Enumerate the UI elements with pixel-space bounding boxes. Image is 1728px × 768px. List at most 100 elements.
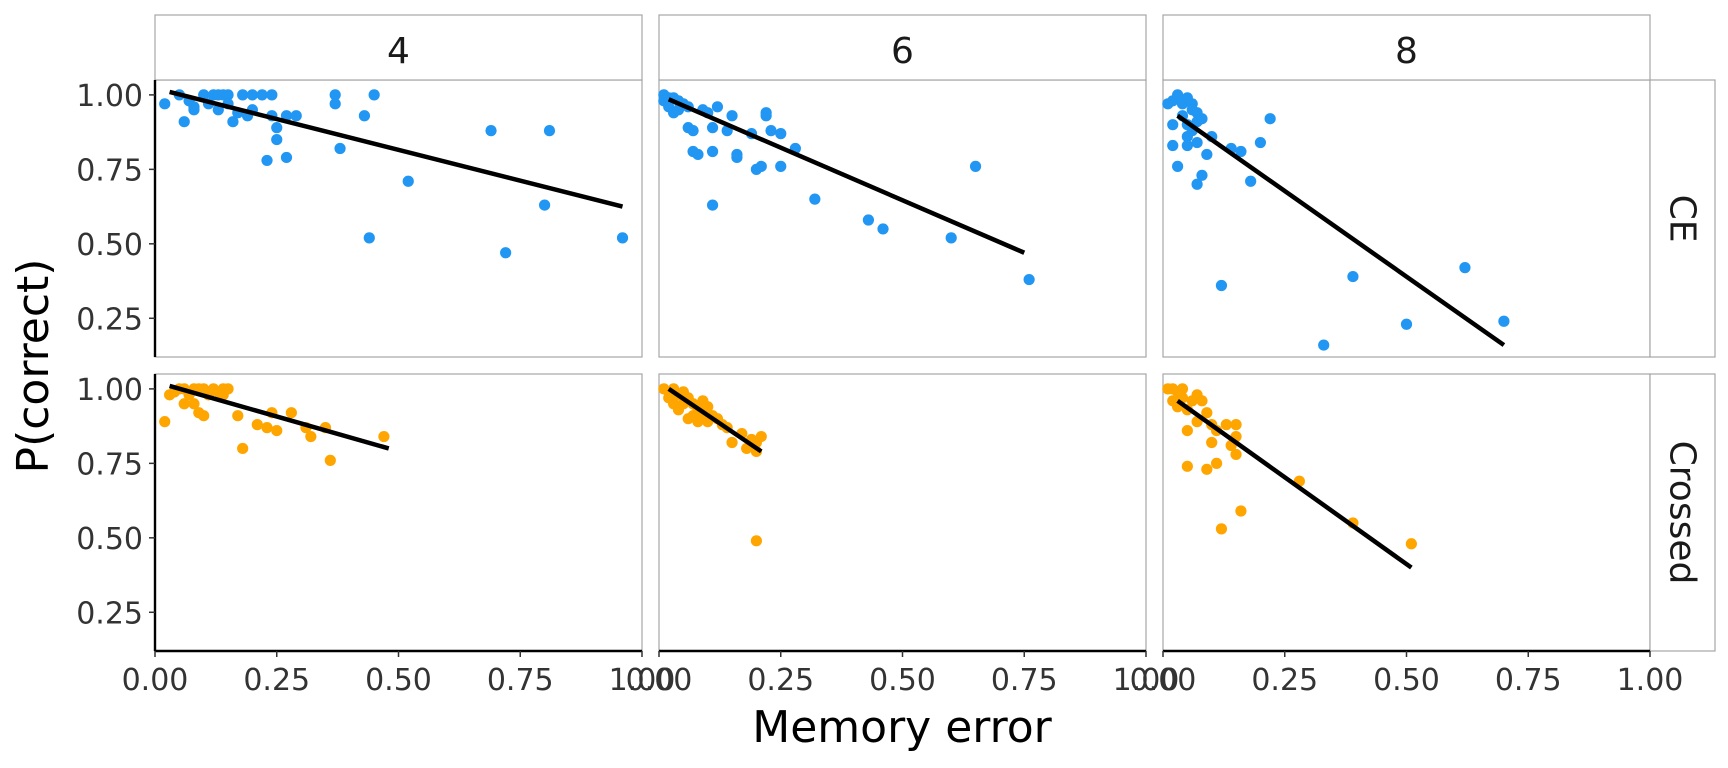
data-point <box>539 199 551 211</box>
data-point <box>945 232 957 244</box>
data-point <box>237 442 249 455</box>
row-strip-label-ce: CE <box>1662 195 1703 243</box>
x-tick-label: 0.50 <box>365 663 432 698</box>
data-point <box>368 89 380 101</box>
data-point <box>198 410 210 422</box>
fit-line <box>667 97 1026 255</box>
data-point <box>1400 318 1413 330</box>
data-point <box>543 125 556 137</box>
data-point <box>402 175 414 187</box>
data-point <box>765 125 777 137</box>
axes-layer: 0.250.500.751.000.250.500.751.000.00 0.25… <box>76 79 1683 698</box>
x-tick-label: 0.25 <box>747 663 814 698</box>
y-tick-label: 0.75 <box>76 153 143 188</box>
col-strip-label-4: 4 <box>387 31 410 72</box>
data-point <box>261 422 273 434</box>
data-point <box>1191 178 1203 190</box>
data-point <box>1215 279 1228 292</box>
y-tick-label: 1.00 <box>76 79 143 114</box>
data-point <box>1245 175 1257 187</box>
data-point <box>1254 136 1266 149</box>
data-point <box>1230 419 1242 431</box>
data-point <box>1318 339 1330 351</box>
fit-line <box>169 89 624 209</box>
facet-strips: 4 6 8 CE Crossed <box>154 14 1716 652</box>
panel-border-crossed-6 <box>658 373 1147 652</box>
x-tick-label: 0.75 <box>1495 663 1562 698</box>
row-strip-ce <box>1649 79 1716 358</box>
data-point <box>485 125 497 137</box>
data-point <box>1347 270 1359 283</box>
fit-line <box>1176 398 1413 570</box>
data-point <box>227 116 239 128</box>
data-point <box>692 148 704 161</box>
data-point <box>1235 505 1247 517</box>
y-tick-label: 0.50 <box>76 522 143 557</box>
data-point <box>329 89 341 101</box>
col-strip-label-6: 6 <box>891 31 914 72</box>
panels-layer <box>154 79 1651 652</box>
data-point <box>1210 457 1223 469</box>
data-point <box>256 89 268 101</box>
data-point <box>1196 169 1208 181</box>
data-point <box>1215 523 1228 535</box>
data-point <box>1201 463 1213 475</box>
data-point <box>1191 136 1203 149</box>
data-point <box>159 98 171 110</box>
data-point <box>1235 145 1247 158</box>
data-point <box>1172 160 1184 172</box>
data-point <box>271 133 283 146</box>
data-point <box>1230 448 1242 461</box>
panel-border-crossed-4 <box>154 373 643 652</box>
data-point <box>1181 424 1193 437</box>
x-tick-label: 0.50 <box>869 663 936 698</box>
data-point <box>1196 113 1208 125</box>
data-point <box>271 424 283 437</box>
data-point <box>261 154 273 167</box>
data-point <box>324 454 336 466</box>
data-point <box>1264 113 1276 125</box>
data-point <box>706 145 719 158</box>
data-point <box>222 383 234 395</box>
col-strip-label-8: 8 <box>1395 31 1418 72</box>
data-point <box>775 160 787 172</box>
data-point <box>1405 538 1417 550</box>
panel-crossed-8 <box>1162 383 1417 570</box>
data-point <box>760 107 772 119</box>
data-point <box>285 407 297 419</box>
x-tick-label: 0.50 <box>1373 663 1440 698</box>
data-point <box>1023 273 1035 286</box>
y-axis-title: P(correct) <box>8 259 59 474</box>
data-point <box>687 125 699 137</box>
data-point <box>755 160 767 172</box>
fit-line <box>1176 113 1506 347</box>
data-point <box>731 148 743 161</box>
data-point <box>159 416 171 428</box>
data-point <box>1172 89 1184 101</box>
panel-crossed-6 <box>658 383 767 547</box>
data-point <box>237 89 249 101</box>
fit-line <box>667 387 763 454</box>
data-point <box>1196 395 1208 407</box>
y-tick-label: 0.25 <box>76 302 143 337</box>
y-tick-label: 0.50 <box>76 228 143 263</box>
data-point <box>750 535 763 547</box>
data-point <box>1176 383 1189 395</box>
data-point <box>809 193 821 205</box>
data-point <box>711 101 724 113</box>
data-point <box>1167 139 1179 152</box>
data-point <box>290 110 302 122</box>
data-point <box>775 128 787 140</box>
data-point <box>877 223 889 235</box>
x-tick-label: 0.25 <box>243 663 310 698</box>
col-strip-6 <box>658 14 1147 81</box>
data-point <box>178 116 190 128</box>
data-point <box>706 199 719 211</box>
data-point <box>188 398 200 410</box>
panel-border-ce-6 <box>658 79 1147 358</box>
fit-line <box>168 383 390 451</box>
data-point <box>616 232 629 244</box>
data-point <box>334 142 346 155</box>
data-point <box>222 89 234 101</box>
